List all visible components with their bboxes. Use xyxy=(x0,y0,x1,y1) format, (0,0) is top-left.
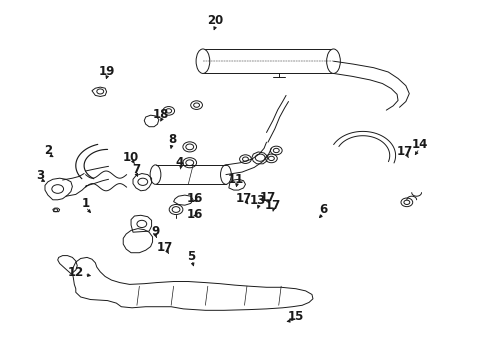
Text: 7: 7 xyxy=(132,163,140,176)
Text: 16: 16 xyxy=(186,192,203,205)
Text: 17: 17 xyxy=(264,199,281,212)
Text: 8: 8 xyxy=(168,133,176,146)
Ellipse shape xyxy=(196,49,209,73)
Text: 14: 14 xyxy=(410,138,427,151)
Text: 6: 6 xyxy=(319,203,327,216)
Text: 18: 18 xyxy=(153,108,169,121)
Text: 13: 13 xyxy=(249,194,266,207)
Text: 1: 1 xyxy=(81,197,89,210)
Text: 16: 16 xyxy=(186,208,203,221)
Text: 17: 17 xyxy=(157,241,173,254)
Text: 12: 12 xyxy=(67,266,84,279)
Text: 15: 15 xyxy=(287,310,304,323)
Text: 17: 17 xyxy=(396,145,412,158)
Text: 17: 17 xyxy=(259,191,276,204)
Text: 19: 19 xyxy=(98,65,115,78)
Text: 4: 4 xyxy=(176,156,183,169)
Text: 2: 2 xyxy=(44,144,52,157)
Ellipse shape xyxy=(326,49,340,73)
Text: 20: 20 xyxy=(206,14,223,27)
Text: 17: 17 xyxy=(235,192,251,205)
Text: 5: 5 xyxy=(186,250,194,263)
Text: 3: 3 xyxy=(36,169,44,182)
Text: 10: 10 xyxy=(122,151,139,164)
Text: 9: 9 xyxy=(151,225,159,238)
Text: 11: 11 xyxy=(227,173,244,186)
